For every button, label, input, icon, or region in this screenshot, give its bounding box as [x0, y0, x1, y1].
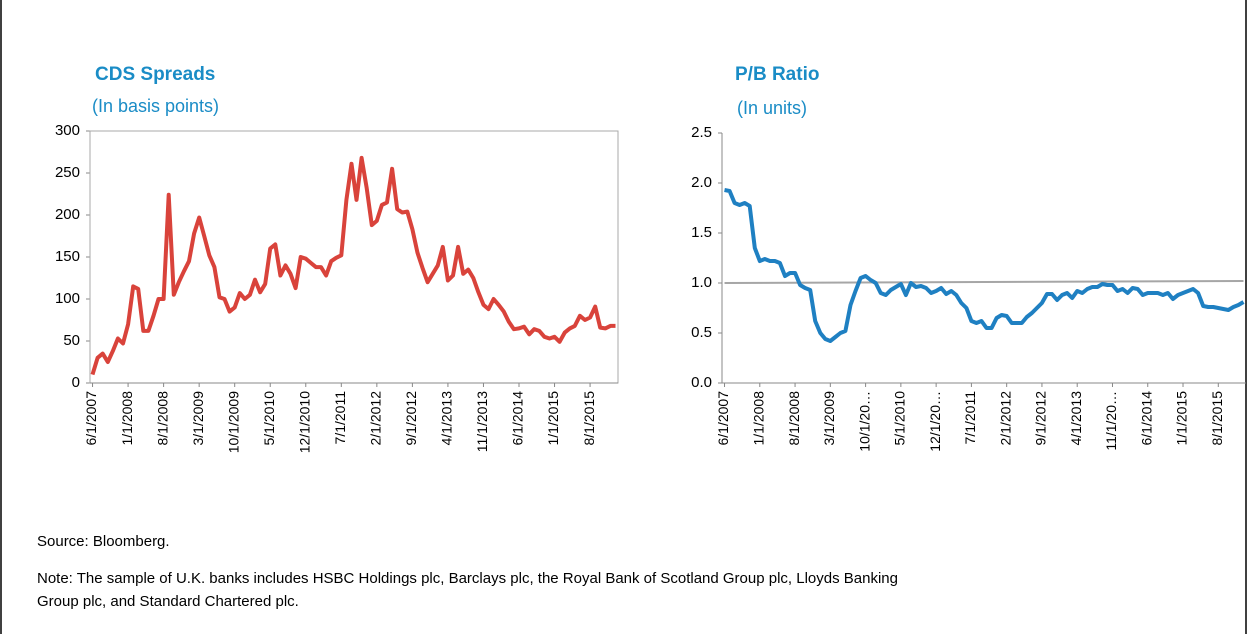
- x-tick-label: 2/1/2012: [368, 391, 384, 446]
- y-tick-label: 200: [55, 206, 80, 223]
- x-tick-label: 6/1/2014: [510, 391, 526, 446]
- y-tick-label: 0.0: [691, 374, 712, 391]
- x-tick-label: 6/1/2007: [715, 391, 731, 446]
- x-tick-label: 4/1/2013: [1068, 391, 1084, 446]
- x-tick-label: 5/1/2010: [892, 391, 908, 446]
- y-tick-label: 250: [55, 164, 80, 181]
- x-tick-label: 3/1/2009: [190, 391, 206, 446]
- x-tick-label: 2/1/2012: [997, 391, 1013, 446]
- y-tick-label: 100: [55, 290, 80, 307]
- x-tick-label: 12/1/20…: [927, 391, 943, 452]
- x-tick-label: 7/1/2011: [962, 391, 978, 445]
- x-tick-label: 11/1/20…: [1103, 391, 1119, 451]
- y-tick-label: 150: [55, 248, 80, 265]
- x-tick-label: 8/1/2008: [786, 391, 802, 446]
- x-tick-label: 10/1/2009: [225, 391, 241, 453]
- note-line: Note: The sample of U.K. banks includes …: [37, 570, 898, 587]
- y-tick-label: 0.5: [691, 324, 712, 341]
- y-tick-label: 2.0: [691, 174, 712, 191]
- note-line: Group plc, and Standard Chartered plc.: [37, 593, 299, 610]
- source: Source: Bloomberg.: [37, 533, 170, 550]
- data-line: [724, 188, 1245, 343]
- y-tick-label: 50: [63, 332, 80, 349]
- y-tick-label: 2.5: [691, 124, 712, 141]
- chart-title: P/B Ratio: [735, 64, 819, 85]
- x-tick-label: 5/1/2010: [261, 391, 277, 446]
- data-line: [90, 155, 616, 376]
- y-tick-label: 1.0: [691, 274, 712, 291]
- x-tick-label: 9/1/2012: [1033, 391, 1049, 446]
- x-tick-label: 10/1/20…: [856, 391, 872, 452]
- x-tick-label: 7/1/2011: [332, 391, 348, 445]
- y-tick-label: 0: [72, 374, 80, 391]
- chart-subtitle: (In basis points): [92, 96, 219, 116]
- x-tick-label: 6/1/2007: [83, 391, 99, 446]
- x-tick-label: 1/1/2015: [1174, 391, 1190, 446]
- x-tick-label: 8/1/2008: [154, 391, 170, 446]
- x-tick-label: 9/1/2012: [403, 391, 419, 446]
- x-tick-label: 1/1/2008: [119, 391, 135, 446]
- x-tick-label: 8/1/2015: [581, 391, 597, 446]
- trend-line: [724, 280, 1244, 284]
- chart-title: CDS Spreads: [95, 64, 215, 85]
- x-tick-label: 4/1/2013: [439, 391, 455, 446]
- x-tick-label: 3/1/2009: [821, 391, 837, 446]
- x-tick-label: 11/1/2013: [474, 391, 490, 452]
- x-tick-label: 12/1/2010: [296, 391, 312, 453]
- x-tick-label: 6/1/2014: [1138, 391, 1154, 446]
- x-tick-label: 1/1/2008: [750, 391, 766, 446]
- chart-subtitle: (In units): [737, 98, 807, 118]
- y-tick-label: 1.5: [691, 224, 712, 241]
- x-tick-label: 8/1/2015: [1209, 391, 1225, 446]
- x-tick-label: 1/1/2015: [545, 391, 561, 446]
- y-tick-label: 300: [55, 122, 80, 139]
